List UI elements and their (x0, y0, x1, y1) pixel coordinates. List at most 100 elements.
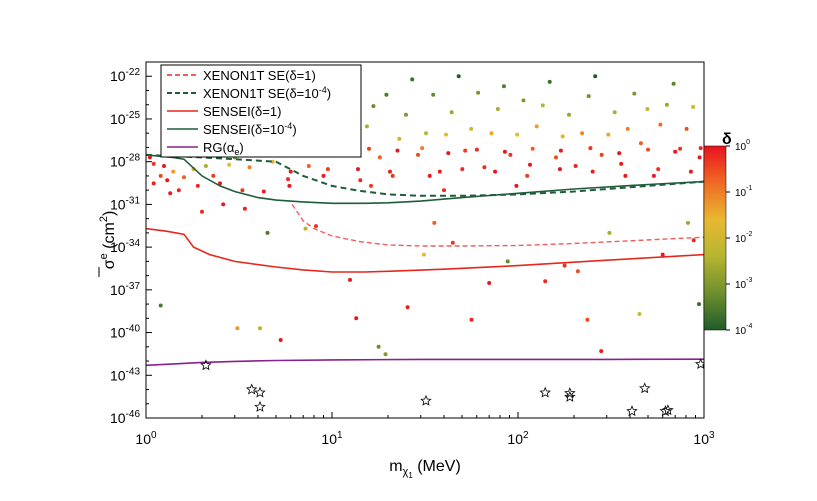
scatter-point-108 (314, 224, 318, 229)
scatter-point-75 (651, 173, 656, 178)
scatter-point-10 (218, 181, 222, 186)
scatter-point-97 (543, 279, 548, 284)
scatter-point-51 (495, 107, 500, 111)
scatter-point-84 (221, 202, 226, 207)
scatter-point-67 (599, 152, 604, 157)
y-tick-label-3: 10-31 (110, 195, 140, 212)
scatter-point-70 (619, 161, 624, 166)
scatter-point-149 (493, 169, 498, 174)
scatter-point-77 (664, 102, 669, 107)
scatter-point-86 (265, 230, 270, 235)
colorbar-gradient (703, 145, 727, 331)
legend-label-3: SENSEI(δ=10-4) (203, 121, 297, 137)
scatter-point-31 (364, 124, 369, 129)
y-tick-label-1: 10-25 (110, 110, 140, 127)
scatter-point-95 (487, 281, 492, 285)
scatter-point-98 (575, 269, 580, 274)
x-tick-label-3: 103 (693, 430, 715, 447)
scatter-point-33 (377, 155, 382, 160)
scatter-point-0 (151, 181, 156, 186)
scatter-point-45 (456, 74, 461, 79)
scatter-point-148 (460, 167, 465, 172)
scatter-point-74 (645, 107, 650, 111)
scatter-point-38 (410, 77, 415, 82)
scatter-point-76 (658, 122, 663, 127)
scatter-point-109 (348, 277, 352, 282)
scatter-point-151 (557, 167, 562, 172)
y-tick-label-8: 10-46 (110, 409, 140, 426)
scatter-point-135 (502, 149, 507, 154)
scatter-point-94 (469, 317, 474, 322)
star-point-6 (564, 390, 576, 402)
series-line-3 (146, 154, 704, 205)
y-tick-label-0: 10-22 (110, 67, 140, 84)
scatter-point-138 (588, 146, 593, 151)
scatter-point-62 (567, 112, 571, 117)
scatter-point-103 (697, 302, 701, 307)
scatter-point-159 (514, 183, 519, 188)
colorbar-title: δ (722, 131, 732, 148)
series-line-4 (146, 358, 704, 367)
scatter-point-118 (168, 191, 173, 196)
scatter-point-9 (211, 173, 216, 178)
scatter-point-1 (158, 173, 163, 178)
x-tick-label-1: 101 (321, 430, 343, 447)
scatter-point-106 (258, 326, 262, 331)
scatter-point-16 (261, 189, 266, 194)
scatter-point-143 (288, 169, 293, 174)
scatter-point-60 (554, 155, 558, 160)
scatter-point-32 (371, 104, 376, 109)
colorbar-tick-label-1: 10-1 (735, 185, 752, 199)
scatter-point-83 (200, 209, 204, 214)
scatter-point-102 (686, 220, 690, 225)
star-point-9 (639, 382, 651, 394)
scatter-point-40 (424, 131, 428, 136)
scatter-point-46 (463, 148, 468, 153)
scatter-point-137 (558, 148, 563, 153)
scatter-point-63 (573, 164, 578, 168)
legend-label-2: SENSEI(δ=1) (203, 104, 281, 119)
scatter-point-47 (469, 126, 474, 131)
scatter-point-55 (521, 98, 526, 103)
star-point-11 (662, 404, 674, 416)
scatter-point-78 (671, 81, 676, 86)
x-axis-title: mχ1 (MeV) (389, 458, 461, 480)
scatter-point-100 (607, 230, 612, 235)
scatter-point-50 (489, 131, 494, 136)
x-tick-label-2: 102 (507, 430, 529, 447)
scatter-point-44 (449, 110, 454, 115)
scatter-point-158 (442, 188, 446, 193)
scatter-point-25 (325, 167, 330, 172)
star-point-12 (694, 358, 704, 370)
scatter-point-105 (235, 326, 240, 331)
scatter-point-104 (158, 303, 163, 308)
scatter-point-39 (416, 152, 420, 157)
scatter-point-147 (427, 173, 432, 178)
scatter-point-87 (303, 226, 308, 231)
scatter-point-89 (376, 344, 381, 349)
axis-ticks: 100 101 102 103 10-22 10-25 10-28 10-31 10-34 10-… (110, 67, 715, 447)
legend-label-1: XENON1T SE(δ=10-4) (203, 85, 331, 101)
scatter-point-71 (625, 126, 630, 131)
y-tick-label-5: 10-37 (110, 281, 140, 298)
scatter-point-153 (623, 173, 628, 178)
scatter-point-101 (660, 252, 665, 257)
scatter-point-132 (420, 146, 425, 151)
scatter-point-5 (182, 175, 186, 180)
y-tick-label-7: 10-43 (110, 366, 140, 383)
scatter-point-19 (286, 177, 290, 182)
scatter-point-154 (656, 167, 661, 172)
y-axis-title: σe (cm2) (98, 211, 118, 277)
scatter-point-136 (530, 146, 535, 151)
scatter-point-85 (242, 206, 247, 211)
star-point-3 (254, 400, 266, 412)
colorbar-tick-label-4: 10-4 (735, 323, 752, 337)
scatter-point-48 (476, 90, 481, 95)
scatter-point-59 (547, 79, 552, 84)
scatter-point-66 (593, 74, 598, 79)
scatter-point-14 (247, 165, 252, 170)
y-tick-label-2: 10-28 (110, 153, 140, 170)
legend-label-4: RG(αe) (203, 140, 244, 157)
scatter-point-53 (508, 152, 513, 157)
scatter-point-3 (171, 169, 176, 174)
